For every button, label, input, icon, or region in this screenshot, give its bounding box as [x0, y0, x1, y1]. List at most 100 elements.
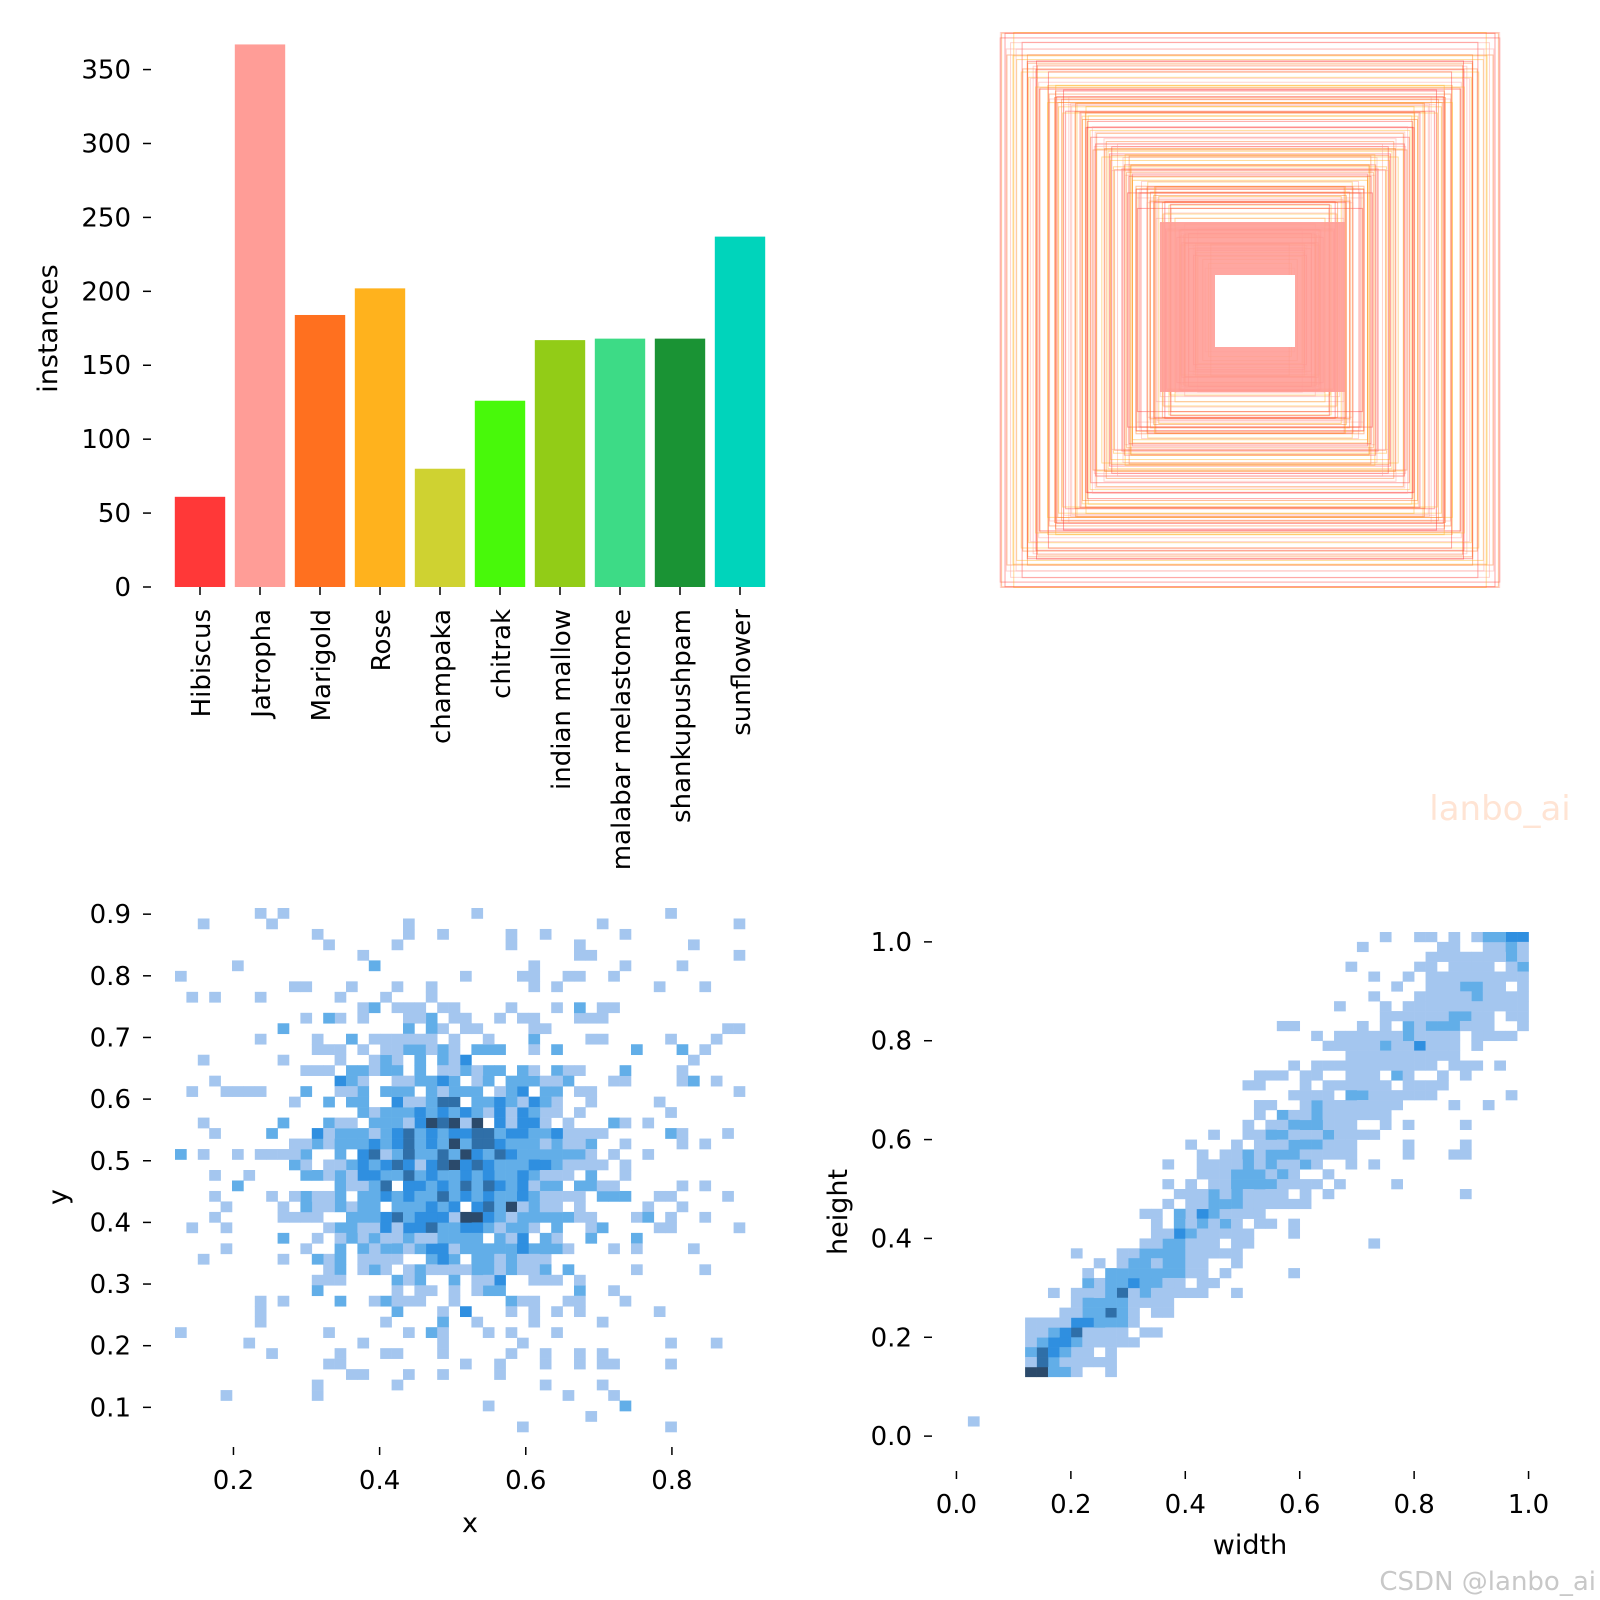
hist-cell — [1105, 1317, 1117, 1328]
hist-cell — [1242, 1169, 1255, 1180]
hist-cell — [1242, 1119, 1255, 1130]
hist-cell — [357, 1044, 370, 1056]
hist-cell — [425, 1012, 438, 1024]
y-tick-label: 300 — [81, 129, 131, 159]
bbox-outline — [1135, 188, 1365, 432]
bbox-outline — [1086, 120, 1414, 500]
bbox-outline — [1021, 41, 1479, 579]
hist-cell — [425, 1128, 438, 1139]
bbox-outline — [1032, 65, 1468, 555]
hist-cell — [1265, 1189, 1278, 1200]
hist-cell — [380, 1149, 392, 1160]
hist-cell — [1276, 1149, 1289, 1160]
xy-histogram: 0.1 0.2 0.3 0.4 0.5 0.6 0.7 0.8 0.9 0.2 0.4 0.6 0.8 x… — [43, 900, 746, 1539]
hist-cell — [585, 1170, 598, 1181]
hist-cell — [1414, 1030, 1426, 1042]
hist-cell — [460, 1149, 472, 1160]
hist-cell — [403, 1044, 415, 1056]
hist-cell — [1459, 1001, 1472, 1012]
hist-cell — [1356, 1020, 1369, 1032]
hist-cell — [391, 1086, 404, 1097]
hist-cell — [574, 1274, 586, 1286]
hist-cell — [1139, 1327, 1152, 1338]
hist-cell — [1173, 1248, 1186, 1259]
hist-cell — [1448, 1060, 1461, 1071]
x-tick-label: chitrak — [487, 609, 517, 699]
hist-cell — [1185, 1228, 1198, 1239]
hist-cell — [1459, 961, 1472, 972]
hist-cell — [357, 1065, 370, 1076]
hist-cell — [574, 1306, 586, 1318]
hist-cell — [688, 1243, 700, 1255]
hist-cell — [1494, 941, 1506, 953]
hist-cell — [1105, 1337, 1117, 1348]
hist-cell — [608, 1358, 620, 1370]
hist-cell — [380, 1054, 392, 1066]
hist-cell — [1150, 1268, 1163, 1279]
hist-cell — [437, 1190, 449, 1202]
bbox-outline — [1110, 170, 1390, 450]
hist-cell — [551, 1086, 563, 1097]
hist-cell — [1368, 1109, 1381, 1121]
hist-cell — [1379, 932, 1392, 943]
hist-cell — [323, 1264, 335, 1276]
hist-cell — [1391, 981, 1403, 992]
bbox-outline — [1028, 76, 1472, 544]
hist-cell — [1482, 1001, 1495, 1012]
hist-cell — [517, 1180, 529, 1192]
hist-cell — [585, 1138, 598, 1150]
hist-cell — [1105, 1268, 1117, 1279]
hist-cell — [1448, 951, 1461, 962]
bbox-outline — [1022, 68, 1478, 552]
x-tick-label: champaka — [427, 609, 457, 744]
hist-cell — [334, 1190, 347, 1202]
hist-cell — [243, 1337, 256, 1349]
hist-cell — [346, 1117, 358, 1129]
bbox-outline — [1070, 102, 1430, 518]
x-tick-label: 0.2 — [1050, 1490, 1091, 1520]
hist-cell — [1242, 1159, 1255, 1170]
hist-cell — [1025, 1347, 1037, 1358]
y-tick-label: 0.0 — [871, 1422, 912, 1452]
hist-cell — [517, 970, 529, 982]
hist-cell — [391, 1044, 404, 1056]
hist-cell — [471, 1117, 484, 1129]
hist-cell — [665, 1421, 677, 1433]
hist-cell — [528, 1316, 541, 1328]
bar — [174, 496, 226, 587]
y-tick-label: 0.7 — [90, 1023, 131, 1053]
hist-cell — [1185, 1139, 1198, 1150]
hist-cell — [334, 1348, 347, 1359]
hist-cell — [1402, 1149, 1415, 1160]
hist-cell — [1288, 1020, 1301, 1032]
hist-cell — [1345, 1159, 1358, 1170]
hist-cell — [1036, 1317, 1049, 1328]
hist-cell — [517, 1107, 529, 1118]
hist-cell — [334, 1117, 347, 1129]
hist-cell — [448, 1096, 461, 1108]
hist-cell — [1162, 1248, 1175, 1259]
hist-cell — [642, 1149, 655, 1160]
hist-cell — [414, 1138, 427, 1150]
hist-cell — [1105, 1327, 1117, 1338]
hist-cell — [346, 1128, 358, 1139]
hist-cell — [551, 1149, 563, 1160]
bbox-outline — [1121, 168, 1379, 452]
hist-cell — [505, 939, 518, 951]
hist-cell — [323, 1012, 335, 1024]
hist-cell — [334, 1243, 347, 1255]
hist-cell — [471, 1107, 484, 1118]
hist-cell — [574, 1159, 586, 1171]
hist-cell — [1368, 1129, 1381, 1140]
bbox-outline — [1015, 48, 1485, 572]
hist-cell — [471, 1274, 484, 1286]
bbox-outline — [1035, 69, 1465, 551]
hist-cell — [1437, 1070, 1449, 1081]
hist-cell — [300, 1190, 313, 1202]
hist-cell — [425, 1253, 438, 1265]
hist-cell — [380, 1264, 392, 1276]
hist-cell — [1414, 1001, 1426, 1012]
hist-cell — [517, 1096, 529, 1108]
hist-cell — [414, 1002, 427, 1014]
hist-cell — [425, 1201, 438, 1213]
